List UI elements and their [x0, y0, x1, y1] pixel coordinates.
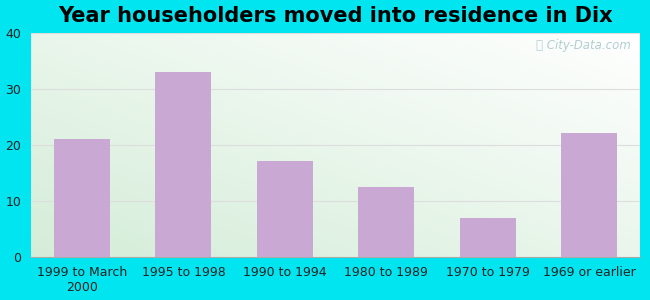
Bar	[358, 187, 414, 257]
Bar	[54, 139, 110, 257]
Bar	[562, 134, 618, 257]
Bar	[460, 218, 515, 257]
Title: Year householders moved into residence in Dix: Year householders moved into residence i…	[58, 6, 613, 26]
Bar	[155, 72, 211, 257]
Text: ⓘ City-Data.com: ⓘ City-Data.com	[536, 39, 631, 52]
Bar	[257, 161, 313, 257]
